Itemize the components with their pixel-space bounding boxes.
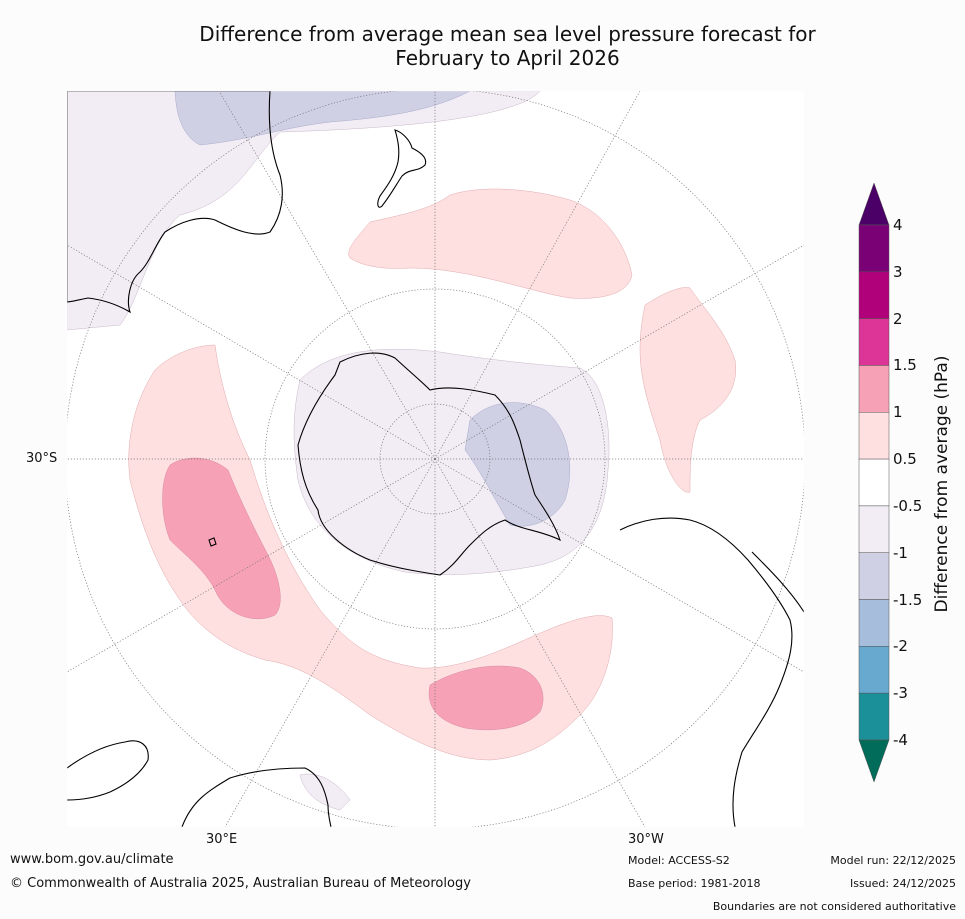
model-run-date: Model run: 22/12/2025: [830, 854, 956, 867]
antarctica-coast: [297, 352, 561, 576]
lon-label-30e: 30°E: [206, 832, 238, 847]
colorbar-bin: [858, 505, 890, 553]
website-link[interactable]: www.bom.gov.au/climate: [10, 852, 174, 867]
south-america-coast: [619, 517, 804, 827]
chart-title-line1: Difference from average mean sea level p…: [199, 22, 816, 46]
colorbar-tick-label: -2: [893, 637, 908, 656]
colorbar-bin: [858, 552, 890, 600]
positive-anomaly-indian-atlantic: [128, 344, 613, 761]
madagascar-coast: [67, 740, 149, 801]
negative-anomaly-north-large: [67, 91, 541, 331]
positive-anomaly-atlantic-core: [428, 665, 544, 731]
positive-anomaly-pacific: [348, 188, 633, 299]
lat-label-30s: 30°S: [26, 451, 58, 466]
issued-date: Issued: 24/12/2025: [849, 877, 956, 890]
colorbar: [858, 182, 890, 783]
colorbar-tick-label: -3: [893, 684, 908, 703]
new-zealand-coast: [377, 129, 427, 208]
colorbar-bin: [858, 646, 890, 694]
copyright-text: © Commonwealth of Australia 2025, Austra…: [10, 876, 471, 891]
colorbar-bin: [858, 318, 890, 366]
colorbar-bin: [858, 412, 890, 460]
colorbar-bin: [858, 224, 890, 273]
colorbar-bin: [858, 365, 890, 413]
colorbar-bin: [858, 599, 890, 647]
kerguelen-island: [208, 537, 217, 547]
colorbar-tick-label: -1: [893, 543, 908, 562]
model-name: Model: ACCESS-S2: [628, 854, 730, 867]
positive-anomaly-southwest-pacific: [639, 287, 737, 493]
colorbar-tick-label: 0.5: [893, 450, 917, 469]
lon-label-30w: 30°W: [628, 832, 664, 847]
colorbar-tick-label: -4: [893, 731, 908, 749]
colorbar-bin: [858, 271, 890, 319]
australia-coast: [67, 91, 283, 314]
colorbar-tick-label: 2: [893, 309, 903, 328]
colorbar-bin: [858, 458, 890, 507]
positive-anomaly-indian-core: [162, 457, 281, 620]
coastlines: [67, 91, 804, 827]
africa-coast: [181, 767, 332, 827]
colorbar-bin: [858, 739, 890, 783]
boundary-disclaimer: Boundaries are not considered authoritat…: [712, 900, 956, 913]
base-period: Base period: 1981-2018: [628, 877, 761, 890]
colorbar-tick-label: -0.5: [893, 496, 923, 515]
negative-anomaly-north-core: [174, 91, 471, 146]
colorbar-tick-label: 1.5: [893, 356, 917, 375]
colorbar-tick-label: -1.5: [893, 590, 923, 609]
negative-anomaly-weddell: [464, 402, 570, 527]
colorbar-tick-label: 3: [893, 262, 903, 281]
anomaly-regions: [67, 91, 737, 811]
chart-title-line2: February to April 2026: [395, 46, 620, 70]
graticule: [67, 91, 804, 827]
colorbar-bin: [858, 692, 890, 741]
colorbar-bin: [858, 182, 890, 226]
colorbar-title: Difference from average (hPa): [932, 355, 952, 613]
colorbar-tick-label: 4: [893, 216, 903, 234]
colorbar-tick-label: 1: [893, 403, 903, 422]
